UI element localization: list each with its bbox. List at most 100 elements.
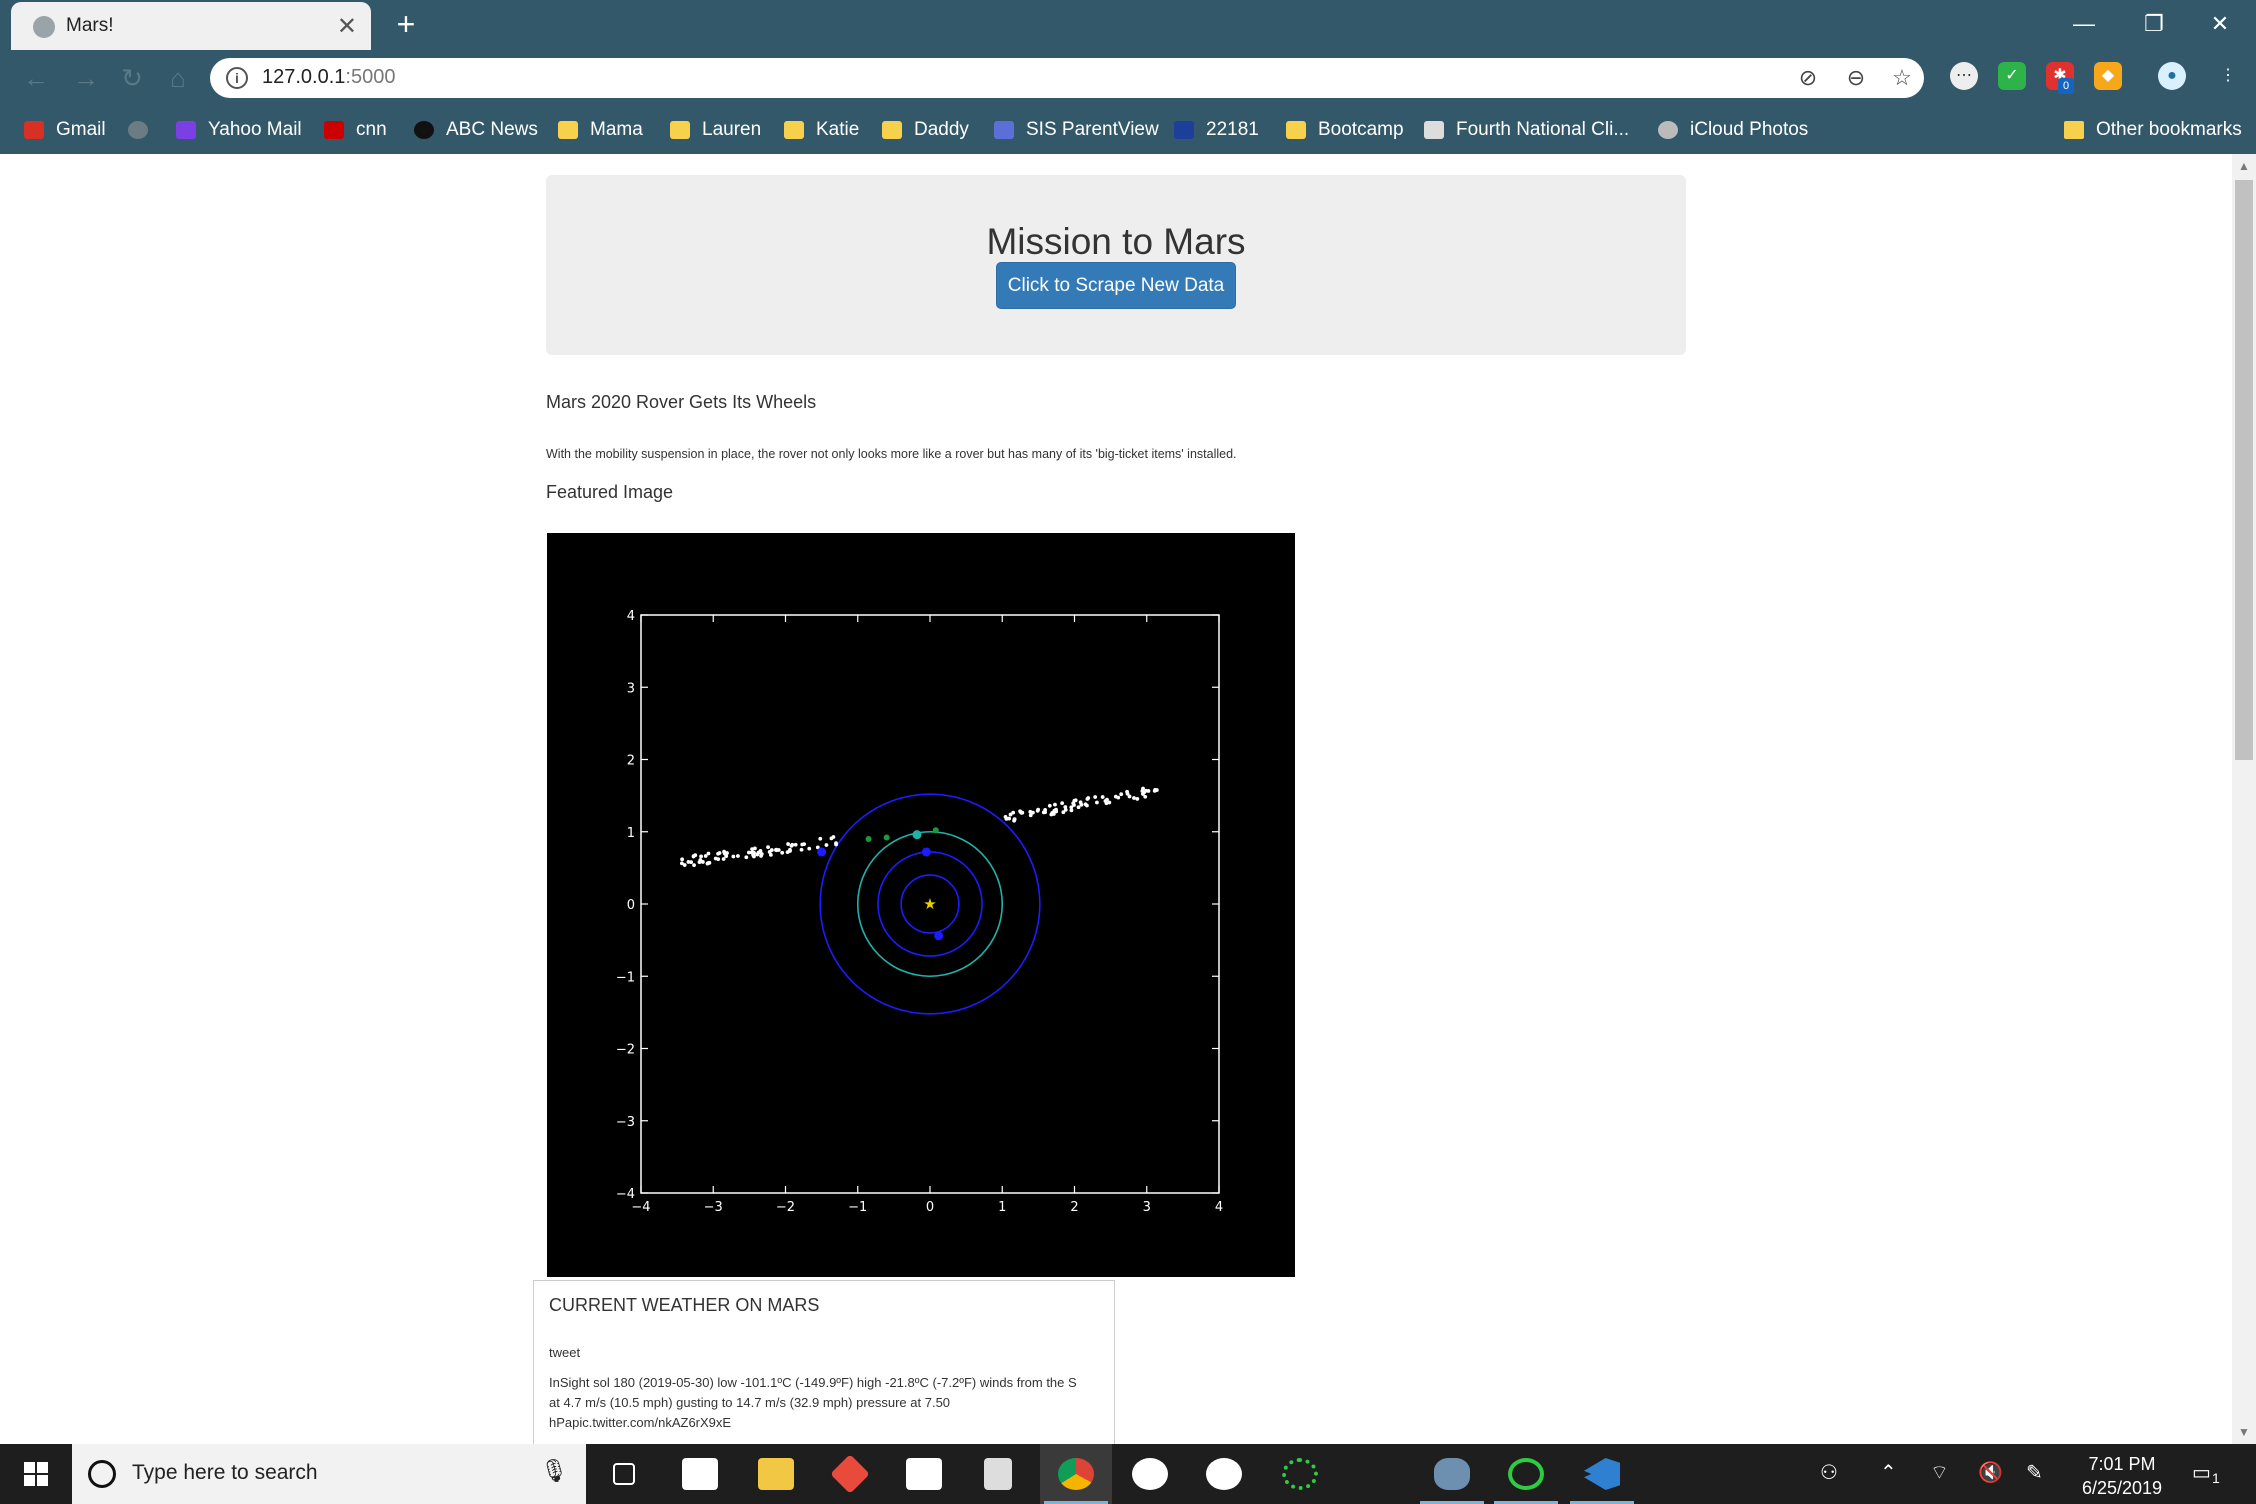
bookmark-daddy[interactable]: Daddy [882, 116, 969, 144]
profile-avatar[interactable]: ● [2158, 62, 2186, 90]
featured-image: −4 −3 −2 −1 0 1 2 3 4 4 3 2 1 0 −1 −2 −3 −4 ★ [547, 533, 1295, 1277]
asteroid-point [780, 850, 785, 855]
system-clock[interactable]: 7:01 PM 6/25/2019 [2052, 1452, 2192, 1500]
show-hidden-icons[interactable]: ⌃ [1880, 1462, 1897, 1484]
bookmark-bootcamp[interactable]: Bootcamp [1286, 116, 1404, 144]
tab-strip: Mars! ✕ + — ❐ ✕ [0, 0, 2256, 50]
address-bar[interactable]: i 127.0.0.1:5000 ⊘ ⊖ ☆ [210, 58, 1924, 98]
other-bookmarks[interactable]: Other bookmarks [2064, 116, 2242, 144]
taskbar-vscode[interactable] [1566, 1444, 1638, 1504]
taskbar-store[interactable] [888, 1444, 960, 1504]
taskbar-file-explorer[interactable] [740, 1444, 812, 1504]
extension-icon[interactable]: ⋯ [1950, 62, 1978, 90]
notifications-icon[interactable]: ▭ [2192, 1462, 2211, 1484]
new-tab-button[interactable]: + [396, 6, 416, 42]
bookmark-gmail[interactable]: Gmail [24, 116, 106, 144]
browser-chrome: Mars! ✕ + — ❐ ✕ ← → ↻ ⌂ i 127.0.0.1:5000… [0, 0, 2256, 154]
page-scrollbar[interactable]: ▲ ▼ [2232, 154, 2256, 1444]
zoom-icon[interactable]: ⊖ [1846, 65, 1866, 90]
asteroid-point [1093, 795, 1098, 799]
taskbar-postgres[interactable] [1416, 1444, 1488, 1504]
tab-title: Mars! [66, 15, 114, 36]
weather-heading: CURRENT WEATHER ON MARS [549, 1295, 820, 1315]
task-view-button[interactable] [588, 1444, 660, 1504]
scrape-button[interactable]: Click to Scrape New Data [996, 262, 1236, 309]
taskbar-app-green-2[interactable] [1490, 1444, 1562, 1504]
y-tick-label: −2 [616, 1043, 635, 1058]
asteroid-point [703, 854, 708, 858]
bookmark-icloud-photos[interactable]: iCloud Photos [1658, 116, 1808, 144]
bookmark-mama[interactable]: Mama [558, 116, 643, 144]
asteroid-point [700, 860, 705, 864]
menu-icon[interactable]: ⋮ [2220, 67, 2236, 84]
green-point [932, 827, 939, 834]
reload-button[interactable]: ↻ [121, 63, 143, 93]
bookmark-22181[interactable]: 22181 [1174, 116, 1259, 144]
honey-icon[interactable]: ◆ [2094, 62, 2122, 90]
bookmark-cnn[interactable]: cnn [324, 116, 387, 144]
restore-button[interactable]: ❐ [2144, 11, 2164, 36]
bookmark-site[interactable] [128, 116, 160, 144]
slack-icon [1206, 1458, 1242, 1490]
asteroid-point [815, 845, 820, 850]
other-bookmarks-label: Other bookmarks [2096, 119, 2242, 140]
scrollbar-thumb[interactable] [2235, 180, 2253, 760]
vscode-icon [1584, 1458, 1620, 1490]
home-button[interactable]: ⌂ [170, 63, 186, 93]
taskbar-itunes[interactable] [1114, 1444, 1186, 1504]
asteroid-point [724, 854, 729, 859]
people-icon[interactable]: ⚇ [1820, 1462, 1838, 1484]
bookmark-label: iCloud Photos [1690, 119, 1809, 140]
windows-start-button[interactable] [0, 1444, 72, 1504]
active-indicator [1420, 1501, 1484, 1504]
bookmark-label: Daddy [914, 119, 969, 140]
asteroid-point [1085, 803, 1089, 808]
url-text[interactable]: 127.0.0.1:5000 [262, 66, 395, 89]
cnn-icon [324, 121, 344, 139]
pen-icon[interactable]: ✎ [2026, 1462, 2043, 1484]
bookmark-fourth-national-cli[interactable]: Fourth National Cli... [1424, 116, 1629, 144]
taskbar-chrome[interactable] [1040, 1444, 1112, 1504]
orbit-ring [819, 793, 1041, 1015]
y-tick-label: 2 [627, 754, 635, 769]
tab-mars[interactable]: Mars! ✕ [11, 2, 371, 50]
asteroid-point [722, 849, 726, 854]
asteroid-point [1104, 801, 1109, 806]
x-tick-label: 2 [1070, 1200, 1078, 1215]
evernote-icon[interactable]: ✓ [1998, 62, 2026, 90]
close-tab-icon[interactable]: ✕ [336, 13, 357, 40]
asteroid-point [799, 847, 804, 852]
taskbar-calculator[interactable] [962, 1444, 1034, 1504]
bookmark-sis-parentview[interactable]: SIS ParentView [994, 116, 1159, 144]
forward-button[interactable]: → [73, 63, 99, 93]
asteroid-point [706, 851, 711, 856]
asteroid-point [767, 850, 772, 854]
ring-icon [1508, 1458, 1544, 1490]
site-info-icon[interactable]: i [226, 67, 248, 89]
minimize-button[interactable]: — [2073, 11, 2095, 36]
asteroid-point [1072, 803, 1076, 807]
planet-point [817, 847, 827, 857]
volume-muted-icon[interactable]: 🔇 [1978, 1462, 2003, 1484]
asteroid-point [1061, 810, 1066, 815]
translate-icon[interactable]: ⊘ [1798, 65, 1818, 90]
taskbar-slack[interactable] [1188, 1444, 1260, 1504]
taskbar-gitkraken[interactable] [814, 1444, 886, 1504]
bookmark-katie[interactable]: Katie [784, 116, 859, 144]
bookmark-abc-news[interactable]: ABC News [414, 116, 538, 144]
bookmark-lauren[interactable]: Lauren [670, 116, 761, 144]
scroll-down-icon[interactable]: ▼ [2238, 1425, 2250, 1439]
wifi-icon[interactable]: ⌔ [1930, 1462, 1949, 1484]
back-button[interactable]: ← [23, 63, 49, 93]
microphone-icon[interactable]: 🎙 [540, 1458, 568, 1483]
taskbar-app-green[interactable] [1264, 1444, 1336, 1504]
active-indicator [1570, 1501, 1634, 1504]
bookmark-star-icon[interactable]: ☆ [1892, 65, 1912, 90]
taskbar-mail[interactable] [664, 1444, 736, 1504]
bookmark-label: cnn [356, 119, 387, 140]
close-window-button[interactable]: ✕ [2210, 11, 2230, 36]
taskbar-search[interactable]: Type here to search 🎙 [72, 1444, 586, 1504]
bookmark-label: Katie [816, 119, 860, 140]
bookmark-yahoo-mail[interactable]: Yahoo Mail [176, 116, 302, 144]
scroll-up-icon[interactable]: ▲ [2238, 159, 2250, 173]
